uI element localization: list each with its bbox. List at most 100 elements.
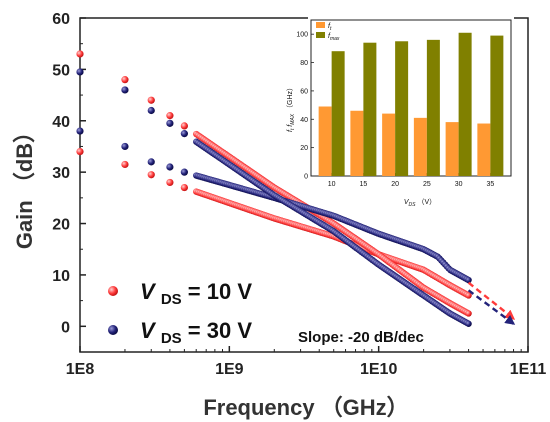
legend-subscript: DS (161, 330, 182, 347)
fmax-symbol: f (328, 33, 331, 40)
main-plot-axes (79, 17, 529, 353)
inset-y-tick-label: 40 (300, 117, 308, 124)
fmax-bar (331, 51, 345, 177)
main-plot-frame (79, 17, 529, 353)
data-point (180, 130, 188, 138)
data-point (76, 148, 84, 156)
data-point (121, 86, 129, 94)
x-axis-title: Frequency （GHz） (203, 395, 408, 420)
inset-y-ft: f (287, 129, 294, 132)
inset-x-subscript: DS (409, 202, 417, 208)
fmax-bar (426, 39, 440, 176)
inset-y-ft-sub: t (290, 128, 296, 130)
data-point (76, 50, 84, 58)
gain-series-4 (76, 68, 472, 327)
data-point (465, 320, 472, 327)
x-tick-label: 1E10 (360, 361, 397, 378)
legend-value: = 30 V (188, 318, 253, 343)
main-legend: V DS = 10 V V DS = 30 V (108, 279, 252, 348)
data-point (121, 76, 129, 84)
data-point (180, 122, 188, 130)
data-point (166, 112, 174, 120)
inset-x-tick-label: 15 (359, 181, 367, 188)
inset-x-tick-label: 30 (455, 181, 463, 188)
legend-marker-blue (108, 325, 118, 335)
ft-bar (477, 123, 491, 176)
y-axis-title: Gain （dB） (12, 121, 37, 249)
fmax-bar (363, 42, 377, 176)
data-point (166, 119, 174, 127)
fmax-bar (458, 32, 472, 176)
inset-y-unit: （GHz） (286, 84, 294, 114)
data-point (166, 163, 174, 171)
data-point (147, 106, 155, 115)
gain-series-2 (76, 50, 472, 317)
ft-bar (318, 106, 332, 176)
inset-legend: ft fmax (316, 22, 340, 42)
inset-x-title: VDS （V） (404, 198, 436, 208)
main-ticks: 1E8 1E9 1E10 1E11 0 10 20 30 40 50 60 (52, 11, 546, 378)
data-point (180, 183, 188, 192)
inset-x-tick-label: 10 (328, 181, 336, 188)
legend-symbol: V (140, 318, 157, 343)
legend-swatch-fmax (316, 32, 325, 38)
slope-annotation: Slope: -20 dB/dec (298, 329, 424, 346)
fmax-subscript: max (330, 36, 340, 42)
y-tick-label: 50 (52, 62, 70, 79)
legend-label-vds-30: V DS = 30 V (140, 318, 252, 348)
data-point (76, 68, 84, 76)
data-point (76, 127, 84, 135)
fmax-bar (395, 41, 409, 176)
inset-y-title: ft fMAX （GHz） (286, 84, 296, 132)
legend-label-vds-10: V DS = 10 V (140, 279, 252, 309)
legend-value: = 10 V (188, 279, 253, 304)
ft-subscript: t (330, 26, 332, 32)
ft-bar (445, 122, 459, 176)
legend-marker-red (108, 286, 118, 296)
inset-x-unit: （V） (416, 198, 437, 206)
y-tick-label: 10 (52, 268, 70, 285)
data-point (465, 292, 472, 299)
inset-frame (310, 19, 512, 177)
data-point (465, 310, 472, 317)
data-point (166, 178, 174, 187)
inset-y-fmax-sub: MAX (290, 113, 296, 125)
inset-x-tick-label: 25 (423, 181, 431, 188)
ft-bar (350, 110, 364, 176)
fmax-bar (490, 35, 504, 176)
legend-label-ft: ft (328, 23, 332, 32)
legend-swatch-ft (316, 22, 325, 28)
legend-symbol: V (140, 279, 157, 304)
ft-bar (413, 117, 427, 176)
data-point (180, 168, 188, 176)
inset-y-tick-label: 20 (300, 145, 308, 152)
y-tick-label: 0 (61, 319, 70, 336)
x-tick-label: 1E9 (215, 361, 244, 378)
data-point (121, 160, 129, 169)
x-tick-label: 1E8 (66, 361, 95, 378)
legend-subscript: DS (161, 291, 182, 308)
inset-x-symbol: V (404, 199, 410, 206)
y-tick-label: 20 (52, 217, 70, 234)
legend-label-fmax: fmax (328, 33, 340, 42)
data-point (465, 276, 472, 284)
data-point (147, 96, 155, 104)
inset-y-tick-label: 60 (300, 88, 308, 95)
inset-y-tick-label: 80 (300, 60, 308, 67)
extrapolation-arrow (467, 281, 516, 320)
data-point (121, 142, 129, 151)
y-tick-label: 30 (52, 165, 70, 182)
main-data-points (76, 50, 472, 327)
ft-bar (382, 113, 396, 176)
data-point (147, 158, 155, 166)
inset-x-tick-label: 35 (486, 181, 494, 188)
x-tick-label: 1E11 (510, 361, 547, 378)
y-tick-label: 40 (52, 114, 70, 131)
extrapolation-arrow (467, 289, 516, 325)
inset-x-tick-label: 20 (391, 181, 399, 188)
y-tick-label: 60 (52, 11, 70, 28)
inset-bars (318, 32, 504, 177)
inset-y-tick-label: 100 (296, 32, 308, 39)
